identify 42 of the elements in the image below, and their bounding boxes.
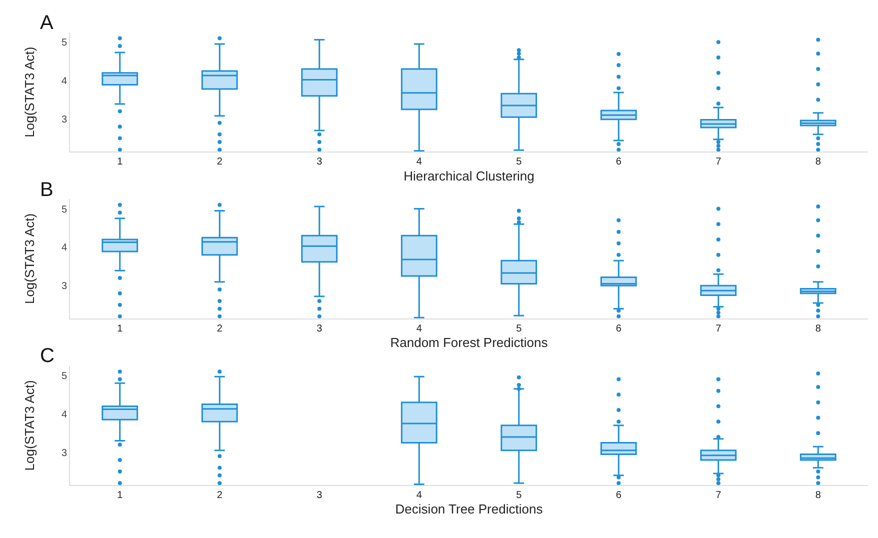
y-tick-label: 3 bbox=[61, 114, 68, 126]
x-axis-title: Decision Tree Predictions bbox=[395, 502, 544, 517]
y-tick-label: 4 bbox=[61, 242, 68, 254]
x-tick-label: 1 bbox=[117, 156, 124, 168]
y-tick-label: 5 bbox=[61, 204, 68, 216]
x-tick-label: 4 bbox=[416, 156, 422, 168]
chart-title: B bbox=[40, 179, 54, 201]
x-tick-label: 6 bbox=[616, 323, 622, 334]
x-tick-label: 3 bbox=[316, 323, 323, 334]
x-tick-label: 1 bbox=[117, 323, 124, 334]
y-tick-label: 5 bbox=[61, 370, 68, 382]
x-tick-label: 2 bbox=[216, 156, 223, 168]
y-tick-label: 5 bbox=[61, 38, 68, 49]
x-tick-label: 1 bbox=[117, 490, 124, 501]
x-tick-label: 2 bbox=[216, 323, 223, 334]
y-axis-title: Log(STAT3 Act) bbox=[22, 380, 37, 471]
x-tick-label: 8 bbox=[815, 490, 822, 501]
x-tick-label: 7 bbox=[716, 490, 722, 501]
y-axis-title: Log(STAT3 Act) bbox=[22, 213, 37, 304]
y-axis-title: Log(STAT3 Act) bbox=[22, 46, 37, 138]
x-tick-label: 6 bbox=[616, 156, 622, 168]
x-tick-label: 3 bbox=[316, 490, 323, 501]
x-tick-label: 8 bbox=[815, 323, 822, 334]
x-tick-label: 4 bbox=[416, 323, 422, 334]
y-tick-label: 3 bbox=[61, 448, 68, 459]
x-tick-label: 8 bbox=[815, 156, 822, 168]
x-tick-label: 5 bbox=[516, 156, 522, 168]
x-tick-label: 7 bbox=[716, 156, 722, 168]
x-tick-label: 7 bbox=[716, 323, 722, 334]
y-tick-label: 3 bbox=[61, 281, 68, 292]
y-tick-label: 4 bbox=[61, 409, 68, 420]
x-axis-title: Hierarchical Clustering bbox=[404, 168, 534, 184]
x-tick-label: 5 bbox=[516, 490, 522, 501]
chart-title: C bbox=[40, 345, 54, 367]
x-axis-title: Random Forest Predictions bbox=[390, 334, 548, 350]
x-tick-label: 5 bbox=[516, 323, 522, 334]
x-tick-label: 4 bbox=[416, 490, 422, 501]
x-tick-label: 2 bbox=[216, 490, 223, 501]
x-tick-label: 3 bbox=[316, 156, 323, 168]
y-tick-label: 4 bbox=[61, 76, 68, 88]
chart-title: A bbox=[40, 12, 54, 34]
x-tick-label: 6 bbox=[616, 490, 622, 501]
